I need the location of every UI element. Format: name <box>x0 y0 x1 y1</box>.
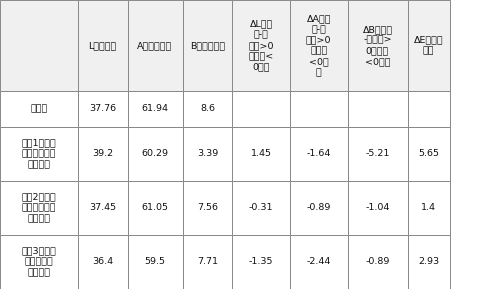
Text: -0.89: -0.89 <box>306 203 331 212</box>
Bar <box>232 91 290 127</box>
Text: L（深度）: L（深度） <box>88 41 117 50</box>
Bar <box>348 127 408 181</box>
Text: 8.6: 8.6 <box>200 104 215 114</box>
Text: 7.56: 7.56 <box>197 203 218 212</box>
Bar <box>0 127 78 181</box>
Bar <box>0 181 78 235</box>
Text: 2.93: 2.93 <box>418 257 440 266</box>
Bar <box>348 91 408 127</box>
Bar <box>128 0 182 91</box>
Bar <box>182 91 232 127</box>
Bar <box>408 0 450 91</box>
Bar <box>232 181 290 235</box>
Text: -1.35: -1.35 <box>249 257 274 266</box>
Text: 59.5: 59.5 <box>144 257 166 266</box>
Bar <box>348 235 408 289</box>
Text: -0.31: -0.31 <box>249 203 274 212</box>
Text: 36.4: 36.4 <box>92 257 113 266</box>
Bar <box>408 127 450 181</box>
Text: 3.39: 3.39 <box>197 149 218 158</box>
Bar <box>290 91 348 127</box>
Bar <box>348 181 408 235</box>
Bar <box>78 235 128 289</box>
Bar <box>348 0 408 91</box>
Text: 1.4: 1.4 <box>421 203 436 212</box>
Bar <box>78 91 128 127</box>
Text: 61.05: 61.05 <box>142 203 169 212</box>
Text: 5.65: 5.65 <box>418 149 439 158</box>
Bar <box>78 0 128 91</box>
Text: 39.2: 39.2 <box>92 149 113 158</box>
Bar <box>290 235 348 289</box>
Text: B（黄、兰）: B（黄、兰） <box>190 41 225 50</box>
Text: -2.44: -2.44 <box>306 257 331 266</box>
Text: ΔE（色差
值）: ΔE（色差 值） <box>414 36 444 55</box>
Text: -0.89: -0.89 <box>366 257 390 266</box>
Bar <box>182 235 232 289</box>
Bar <box>0 0 78 91</box>
Bar <box>128 181 182 235</box>
Bar <box>78 181 128 235</box>
Bar <box>128 91 182 127</box>
Text: 37.45: 37.45 <box>89 203 116 212</box>
Bar <box>182 181 232 235</box>
Text: -1.64: -1.64 <box>306 149 331 158</box>
Text: -1.04: -1.04 <box>366 203 390 212</box>
Text: 37.76: 37.76 <box>89 104 116 114</box>
Bar <box>0 235 78 289</box>
Text: ΔL（样
品-标
样）>0
偏浅，<
0偏深: ΔL（样 品-标 样）>0 偏浅，< 0偏深 <box>248 20 274 72</box>
Bar <box>78 127 128 181</box>
Text: 样品1（先加
高分子，后加
小分子）: 样品1（先加 高分子，后加 小分子） <box>22 138 56 169</box>
Bar <box>182 0 232 91</box>
Bar <box>232 235 290 289</box>
Bar <box>0 91 78 127</box>
Bar <box>232 0 290 91</box>
Text: -5.21: -5.21 <box>366 149 390 158</box>
Bar <box>408 91 450 127</box>
Bar <box>290 127 348 181</box>
Bar <box>290 181 348 235</box>
Bar <box>232 127 290 181</box>
Bar <box>182 127 232 181</box>
Text: 样品2（先加
小分子，后加
高分子）: 样品2（先加 小分子，后加 高分子） <box>22 192 56 223</box>
Bar <box>408 181 450 235</box>
Text: ΔB（样品
-标样）>
0偏黄，
<0偏绿: ΔB（样品 -标样）> 0偏黄， <0偏绿 <box>362 25 392 66</box>
Text: 7.71: 7.71 <box>197 257 218 266</box>
Text: 61.94: 61.94 <box>142 104 169 114</box>
Text: 1.45: 1.45 <box>251 149 272 158</box>
Text: 60.29: 60.29 <box>142 149 169 158</box>
Text: 样品3（小分
子和高分子
一起加）: 样品3（小分 子和高分子 一起加） <box>22 247 56 277</box>
Text: A（红、绿）: A（红、绿） <box>138 41 172 50</box>
Text: ΔA（样
品-标
样）>0
偏红，
<0偏
绿: ΔA（样 品-标 样）>0 偏红， <0偏 绿 <box>306 14 332 77</box>
Text: 标准样: 标准样 <box>30 104 48 114</box>
Bar <box>128 235 182 289</box>
Bar <box>290 0 348 91</box>
Bar <box>408 235 450 289</box>
Bar <box>128 127 182 181</box>
